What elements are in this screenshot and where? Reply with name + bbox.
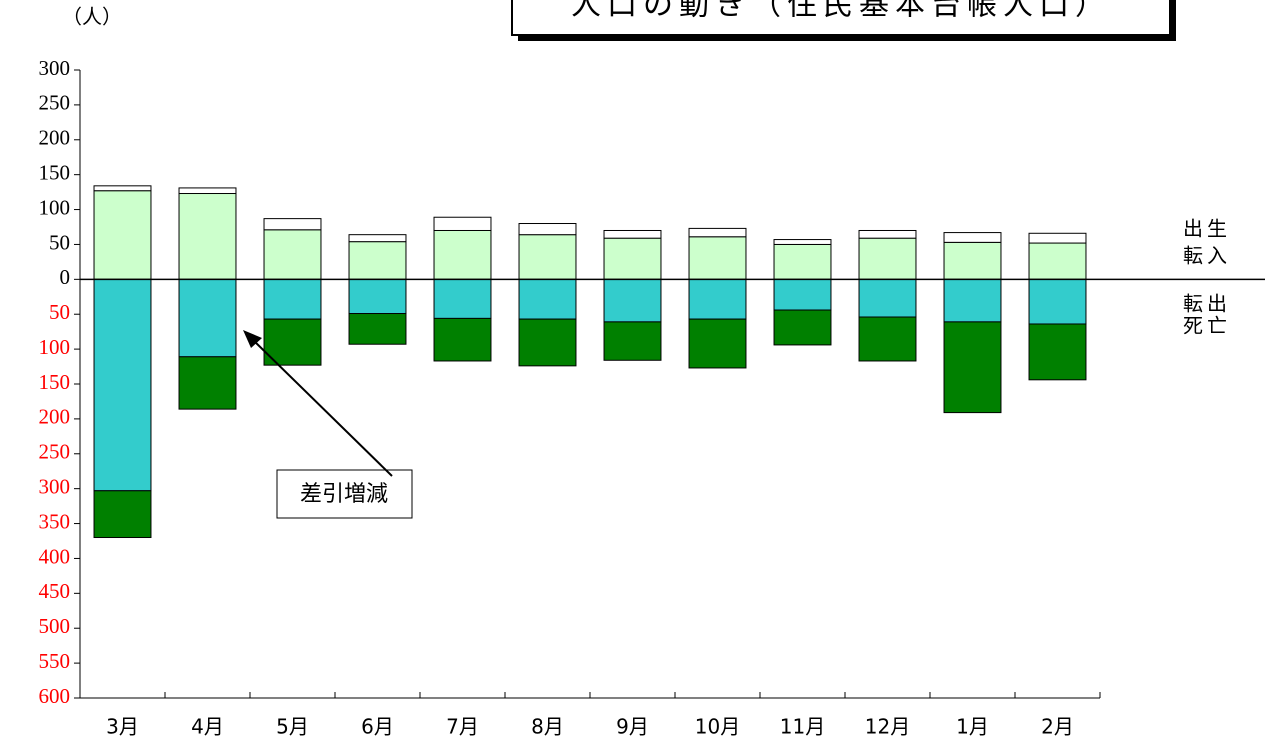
bar-segment [518,318,577,367]
bar-segment [603,278,662,323]
bar-segment [943,241,1002,280]
bar-segment [263,278,322,320]
bar-segment [688,278,747,320]
bar-segment [178,193,237,280]
x-tick-label: 11月 [780,715,825,739]
bar-segment [688,236,747,280]
y-tick-label: 50 [49,300,70,324]
bar-segment [348,234,407,243]
bar-segment [433,317,492,362]
bar-segment [688,318,747,369]
bar-segment [93,185,152,192]
y-tick-label: 550 [39,649,71,673]
y-tick-label: 300 [39,474,71,498]
bar-segment [433,278,492,319]
x-tick-label: 8月 [531,715,564,739]
x-tick-label: 2月 [1041,715,1074,739]
bar-segment [603,237,662,280]
legend-label: 出生 [1183,217,1231,241]
y-tick-label: 500 [39,614,71,638]
bar-segment [263,318,322,366]
legend-label: 死亡 [1183,314,1231,338]
bar-segment [858,237,917,280]
y-tick-label: 200 [39,126,71,150]
y-tick-label: 200 [39,405,71,429]
bar-segment [1028,323,1087,381]
arrow-head [243,330,262,348]
bar-segment [263,229,322,280]
bar-segment [518,278,577,320]
y-tick-label: 100 [39,195,71,219]
bar-segment [518,234,577,280]
y-tick-label: 600 [39,684,71,708]
bar-segment [263,218,322,231]
bar-segment [603,229,662,239]
y-tick-label: 150 [39,160,71,184]
y-tick-label: 250 [39,91,71,115]
bar-segment [433,229,492,280]
annotation-box [276,469,413,519]
bar-segment [93,278,152,492]
bar-segment [773,243,832,280]
y-tick-label: 100 [39,335,71,359]
title-box [511,0,1171,36]
bar-segment [773,309,832,346]
bar-segment [1028,278,1087,325]
y-tick-label: 450 [39,579,71,603]
x-tick-label: 10月 [695,715,740,739]
bar-segment [603,321,662,361]
y-tick-label: 0 [60,265,71,289]
bar-segment [858,229,917,239]
bar-segment [773,278,832,311]
x-tick-label: 5月 [276,715,309,739]
bar-segment [858,316,917,362]
bar-segment [178,356,237,410]
x-tick-label: 6月 [361,715,394,739]
bar-segment [93,190,152,280]
x-tick-label: 1月 [956,715,989,739]
y-tick-label: 250 [39,440,71,464]
y-tick-label: 400 [39,544,71,568]
bar-segment [518,223,577,236]
bar-segment [1028,232,1087,244]
bar-segment [348,278,407,315]
x-tick-label: 9月 [616,715,649,739]
bar-segment [348,313,407,345]
legend-label: 転出 [1183,292,1231,316]
bar-segment [858,278,917,318]
bar-segment [943,232,1002,243]
y-axis-label: （人） [62,5,122,29]
x-tick-label: 12月 [865,715,910,739]
legend-label: 転入 [1183,244,1231,268]
bar-segment [943,278,1002,323]
y-tick-label: 300 [39,56,71,80]
chart-title: 人口の動き（住民基本台帳人口） [571,0,1111,23]
y-tick-label: 350 [39,509,71,533]
x-tick-label: 7月 [446,715,479,739]
bar-segment [433,216,492,231]
bar-segment [93,490,152,539]
bar-segment [688,227,747,238]
bar-segment [178,187,237,195]
bar-segment [773,239,832,245]
annotation-arrow [249,336,393,477]
bar-segment [348,241,407,280]
y-tick-label: 150 [39,370,71,394]
y-tick-label: 50 [49,230,70,254]
bar-segment [178,278,237,358]
annotation: 差引増減 [300,482,388,507]
x-tick-label: 4月 [191,715,224,739]
bar-segment [1028,242,1087,280]
bar-segment [943,321,1002,414]
x-tick-label: 3月 [106,715,139,739]
